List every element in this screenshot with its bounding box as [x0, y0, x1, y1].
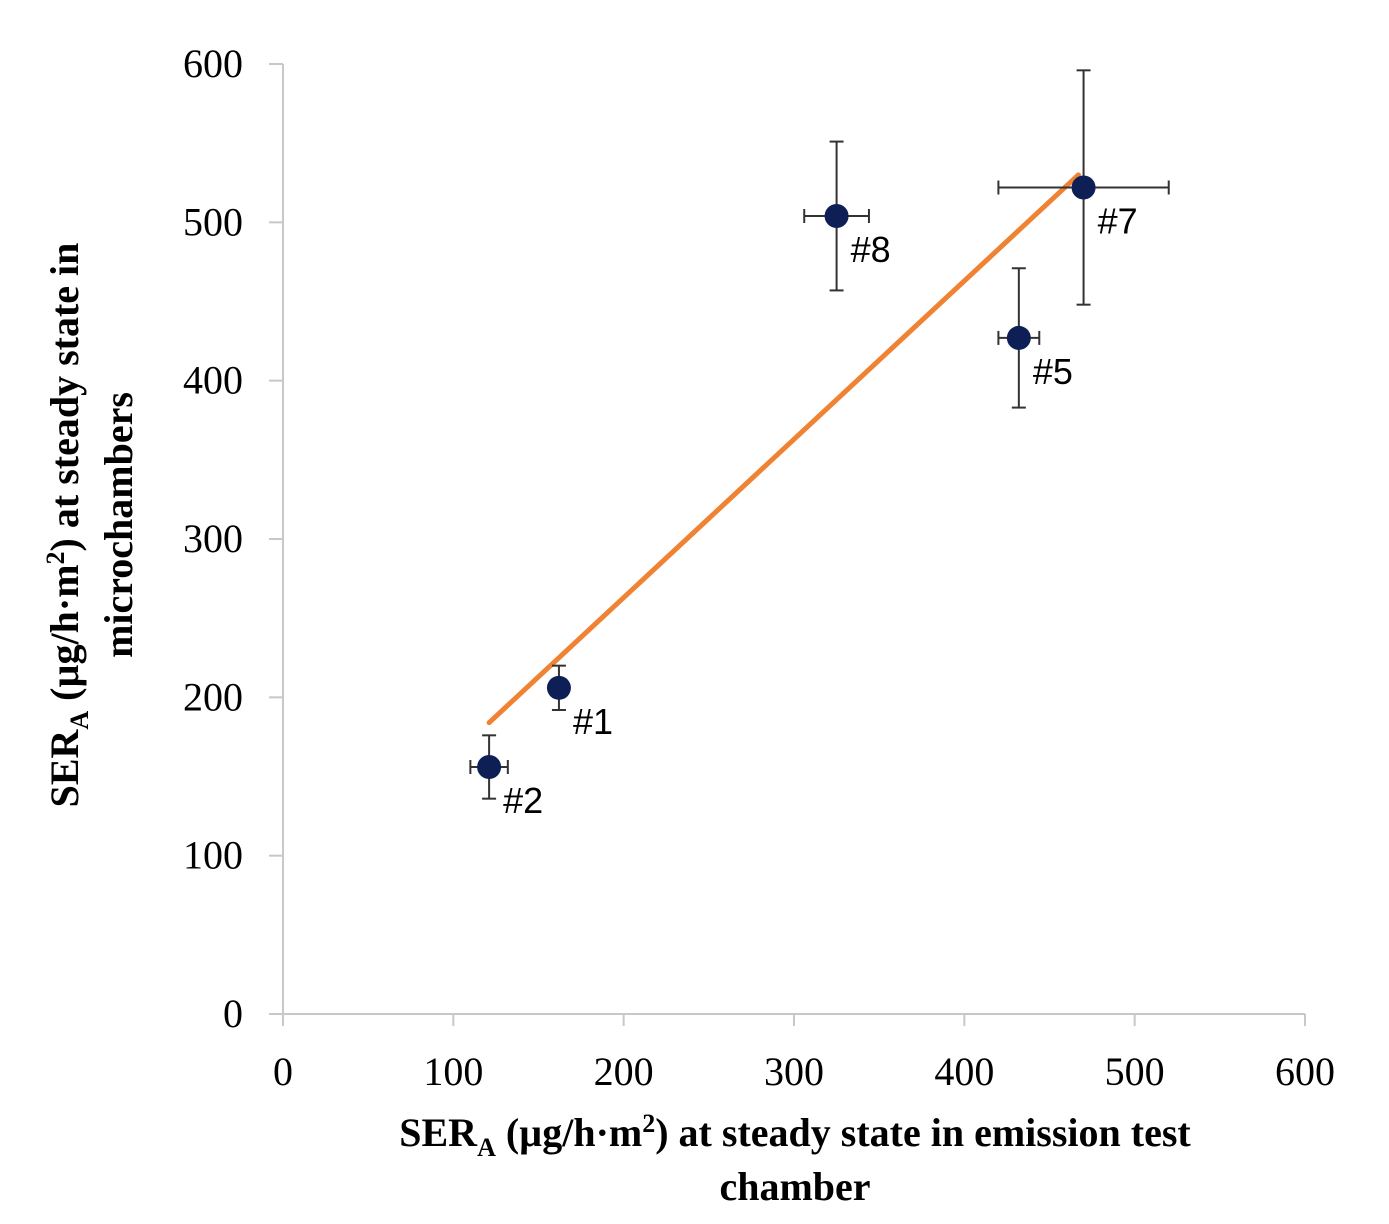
data-point-marker — [1071, 175, 1096, 200]
data-point-label: #2 — [503, 780, 543, 821]
x-tick-label: 100 — [423, 1049, 483, 1094]
data-point-group: #1 — [546, 664, 613, 742]
data-point-marker — [477, 755, 502, 779]
data-point-label: #5 — [1033, 351, 1073, 392]
trendline — [486, 172, 1081, 726]
data-point-label: #7 — [1098, 201, 1138, 242]
axes: 0 100 200 300 400 500 600 0 100 200 300 400 500 600 — [183, 41, 1335, 1094]
y-tick-label: 400 — [183, 358, 243, 403]
data-point-group: #2 — [469, 734, 543, 821]
x-tick-label: 400 — [934, 1049, 994, 1094]
x-tick-label: 0 — [273, 1049, 293, 1094]
y-tick-label: 300 — [183, 516, 243, 561]
data-point-group: #8 — [803, 140, 891, 292]
y-tick-label: 200 — [183, 674, 243, 719]
x-tick-label: 500 — [1105, 1049, 1165, 1094]
data-point-marker — [546, 675, 571, 700]
x-tick-label: 200 — [594, 1049, 654, 1094]
x-axis-title-line2: chamber — [719, 1164, 870, 1209]
data-point-marker — [824, 204, 849, 228]
x-tick-label: 300 — [764, 1049, 824, 1094]
y-tick-label: 0 — [223, 991, 243, 1036]
data-point-label: #8 — [851, 229, 891, 270]
data-point-group: #5 — [997, 267, 1073, 409]
y-tick-label: 600 — [183, 41, 243, 86]
y-axis-title-line2: microchambers — [96, 392, 141, 658]
x-axis-title: SERA (µg/h·m2) at steady state in emissi… — [399, 1109, 1191, 1162]
data-point-marker — [1006, 325, 1031, 350]
trendline-layer — [486, 172, 1081, 726]
y-tick-label: 100 — [183, 833, 243, 878]
data-points-layer: #1 #2 #5 #7 #8 — [469, 69, 1170, 821]
y-axis-title: SERA (µg/h·m2) at steady state in — [41, 243, 94, 808]
y-tick-label: 500 — [183, 199, 243, 244]
data-point-label: #1 — [573, 701, 613, 742]
data-point-group: #7 — [997, 69, 1170, 306]
x-tick-label: 600 — [1275, 1049, 1335, 1094]
